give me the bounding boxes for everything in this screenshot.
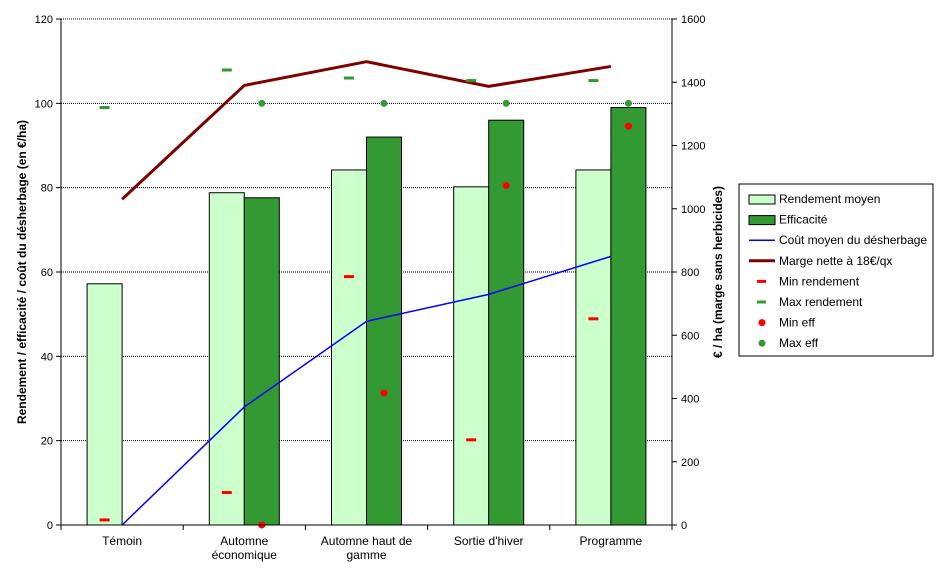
marker-dot: [502, 182, 510, 190]
x-tick-label: Témoin: [102, 534, 142, 548]
lines: [121, 60, 612, 526]
cout-line: [121, 255, 612, 526]
y2-tick-label: 600: [681, 330, 699, 342]
legend-label: Max rendement: [779, 295, 863, 309]
legend-label: Max eff: [779, 336, 819, 350]
bars: [86, 107, 647, 526]
legend: Rendement moyen Efficacité Coût moyen du d…: [738, 183, 934, 357]
x-tick-label: Sortie d'hiver: [454, 534, 524, 548]
legend-swatch: [758, 319, 766, 327]
bar-efficacite: [366, 136, 402, 526]
y-tick-label: 0: [47, 520, 53, 532]
y-tick-label: 80: [41, 183, 53, 195]
y2-tick-label: 200: [681, 457, 699, 469]
legend-swatch: [748, 194, 776, 205]
marker-dot: [380, 99, 388, 107]
marge-line: [121, 60, 612, 201]
bar-efficacite: [488, 119, 525, 526]
legend-label: Rendement moyen: [779, 192, 880, 206]
bar-rendement: [575, 169, 612, 526]
x-tick-label: Programme: [580, 534, 643, 548]
marker-dot: [258, 99, 266, 107]
marker-dot: [380, 389, 388, 397]
y2-axis-title: € / ha (marge sans herbicides): [711, 186, 725, 358]
y-tick-label: 60: [41, 267, 53, 279]
legend-label: Coût moyen du désherbage: [779, 233, 927, 247]
x-tick-label: Automne haut de gamme: [321, 534, 413, 562]
y2-tick-label: 1200: [681, 141, 705, 153]
y2-tick-label: 1000: [681, 204, 705, 216]
legend-swatch: [748, 215, 776, 226]
bar-rendement: [453, 186, 490, 526]
y2-tick-label: 800: [681, 267, 699, 279]
markers: [99, 68, 632, 529]
bar-rendement: [86, 283, 123, 526]
legend-label: Min eff: [779, 316, 815, 330]
y-tick-label: 40: [41, 351, 53, 363]
y2-tick-label: 0: [681, 520, 687, 532]
legend-swatch: [758, 339, 766, 347]
marker-dot: [502, 99, 510, 107]
legend-label: Marge nette à 18€/qx: [779, 254, 892, 268]
y2-tick-label: 1400: [681, 77, 705, 89]
bar-efficacite: [243, 197, 280, 526]
legend-label: Min rendement: [779, 274, 860, 288]
y-tick-label: 120: [35, 14, 53, 26]
y2-tick-label: 400: [681, 394, 699, 406]
y2-tick-label: 1600: [681, 14, 705, 26]
y-tick-label: 20: [41, 436, 53, 448]
y-tick-label: 100: [35, 98, 53, 110]
marker-dot: [624, 99, 632, 107]
legend-label: Efficacité: [779, 213, 828, 227]
marker-dot: [624, 122, 632, 130]
bar-rendement: [208, 192, 245, 526]
axes: 0204060801001200200400600800100012001400…: [15, 14, 725, 562]
bar-rendement: [331, 169, 367, 526]
bar-efficacite: [610, 107, 647, 526]
x-tick-label: Automne économique: [212, 534, 278, 562]
y-axis-title: Rendement / efficacité / coût du désherb…: [15, 120, 29, 424]
legend-box: [738, 183, 934, 357]
